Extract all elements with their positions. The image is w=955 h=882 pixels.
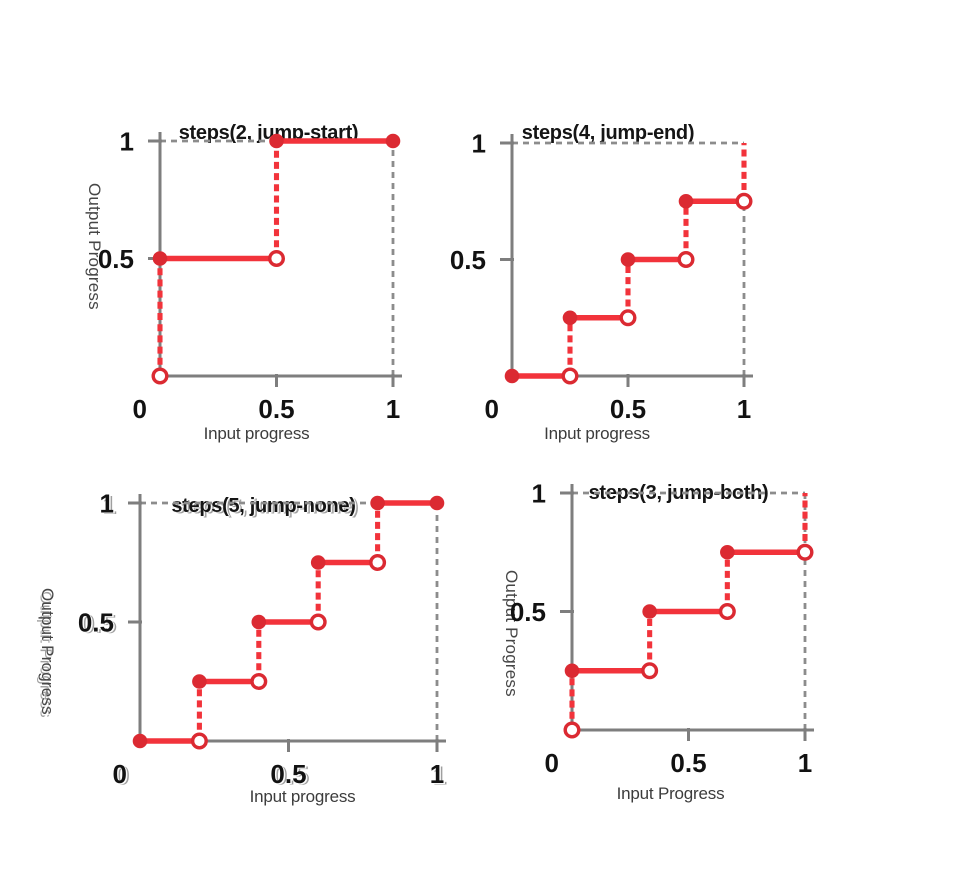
x-axis-label: Input progress: [249, 787, 356, 806]
y-axis-label: Output Progress: [502, 570, 521, 697]
svg-text:1: 1: [103, 490, 117, 520]
svg-text:0.5: 0.5: [258, 394, 294, 424]
plot-canvas: 0 0.5 1 0.5 1: [510, 479, 814, 778]
svg-text:0.5: 0.5: [450, 245, 486, 275]
svg-text:0.5: 0.5: [510, 597, 546, 627]
svg-text:1: 1: [431, 760, 445, 790]
svg-text:1: 1: [120, 127, 134, 157]
svg-text:0.5: 0.5: [270, 759, 306, 789]
chart-title: steps(3, jump-both): [588, 481, 769, 504]
svg-text:0.5: 0.5: [273, 761, 309, 791]
chart-title: steps(2, jump-start): [178, 121, 359, 144]
svg-text:0.5: 0.5: [79, 608, 115, 638]
svg-text:1: 1: [433, 761, 447, 791]
svg-text:0.5: 0.5: [670, 748, 706, 778]
chart-title: steps(5, jump-none): [171, 494, 356, 517]
y-axis-label: Output Progress: [85, 183, 104, 310]
svg-text:0: 0: [485, 394, 499, 424]
svg-text:0.5: 0.5: [98, 244, 134, 274]
svg-text:1: 1: [100, 489, 114, 519]
svg-text:1: 1: [798, 748, 812, 778]
svg-text:1: 1: [386, 394, 400, 424]
svg-text:0: 0: [114, 760, 128, 790]
svg-text:1: 1: [737, 394, 751, 424]
svg-text:0.5: 0.5: [78, 608, 114, 638]
svg-text:1: 1: [532, 479, 546, 509]
plot-canvas: 0 0.5 1 0.5 1: [98, 127, 402, 424]
svg-text:0.5: 0.5: [610, 394, 646, 424]
svg-text:0.5: 0.5: [81, 609, 117, 639]
svg-text:0: 0: [113, 759, 127, 789]
svg-text:0: 0: [133, 394, 147, 424]
svg-text:0: 0: [545, 748, 559, 778]
x-axis-label: Input progress: [544, 424, 650, 443]
svg-text:0: 0: [116, 761, 130, 791]
x-axis-label: Input progress: [203, 424, 310, 443]
chart-title: steps(4, jump-end): [521, 121, 695, 144]
svg-text:1: 1: [101, 489, 115, 519]
plot-canvas: 0 0.5 1 0.5 1: [450, 129, 753, 424]
chart-steps-2-jump-start: steps(2, jump-start) Output Progress 0 0.…: [60, 95, 445, 460]
chart-steps-3-jump-both: steps(3, jump-both) Output Progress 0 0.5…: [490, 450, 850, 825]
y-axis-label: Output Progress: [38, 588, 57, 715]
chart-steps-4-jump-end: steps(4, jump-end) 0 0.5 1 0.5 1 Input progr…: [450, 95, 795, 460]
svg-text:1: 1: [472, 129, 486, 159]
x-axis-label: Input Progress: [616, 784, 725, 803]
svg-text:0.5: 0.5: [272, 760, 308, 790]
svg-text:1: 1: [430, 759, 444, 789]
